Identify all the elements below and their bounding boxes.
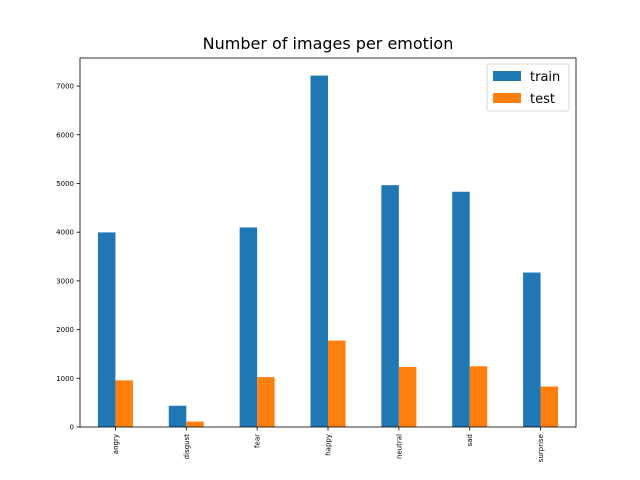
bar-train-neutral [381, 185, 399, 427]
bars-group [97, 75, 559, 428]
y-tick-label: 4000 [56, 229, 74, 237]
chart-title: Number of images per emotion [203, 34, 454, 53]
bar-train-angry [97, 232, 116, 427]
legend: train test [486, 63, 570, 112]
x-tick-label-happy: happy [325, 434, 333, 456]
legend-swatch-test [493, 93, 521, 103]
legend-label-test: test [530, 92, 555, 107]
bar-train-sad [452, 191, 470, 427]
bar-train-happy [310, 75, 328, 428]
y-tick-label: 3000 [56, 277, 74, 285]
bar-test-fear [257, 377, 275, 427]
x-tick-label-sad: sad [466, 434, 474, 446]
x-tick-label-fear: fear [254, 434, 262, 448]
y-tick-label: 2000 [56, 326, 74, 334]
bar-train-surprise [523, 272, 541, 427]
y-tick-label: 5000 [56, 180, 74, 188]
bar-test-surprise [540, 386, 559, 427]
x-tick-label-angry: angry [112, 434, 120, 454]
bar-test-sad [469, 366, 488, 427]
x-axis: angry disgust fear happy neutral sad surprise [112, 427, 545, 462]
bar-test-neutral [398, 366, 417, 427]
bar-test-happy [328, 340, 346, 427]
bar-train-fear [239, 227, 258, 427]
x-tick-label-disgust: disgust [183, 434, 191, 460]
legend-label-train: train [530, 70, 560, 85]
legend-swatch-train [493, 71, 521, 81]
bar-train-disgust [168, 405, 187, 427]
y-axis: 0 1000 2000 3000 4000 5000 6000 7000 [56, 83, 80, 432]
y-tick-label: 7000 [56, 83, 74, 91]
bar-test-angry [115, 380, 133, 427]
y-tick-label: 1000 [56, 375, 74, 383]
y-tick-label: 0 [70, 424, 74, 432]
bar-test-disgust [186, 421, 204, 427]
x-tick-label-neutral: neutral [395, 434, 403, 459]
plot-frame [79, 57, 577, 428]
y-tick-label: 6000 [56, 131, 74, 139]
x-tick-label-surprise: surprise [537, 434, 545, 462]
